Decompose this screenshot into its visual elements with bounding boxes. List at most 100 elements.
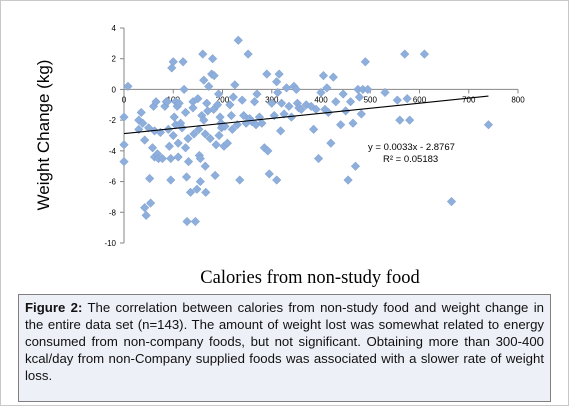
data-point-118 <box>276 98 287 108</box>
data-point-119 <box>279 109 289 119</box>
data-point-155 <box>392 95 402 105</box>
data-point-14 <box>147 143 158 153</box>
x-tick-label-2: 200 <box>216 95 230 104</box>
scatter-chart: -10-8-6-4-20240100200300400500600700800 … <box>5 5 565 295</box>
data-point-129 <box>306 101 316 111</box>
data-point-71 <box>205 133 215 144</box>
data-point-57 <box>194 124 204 135</box>
data-point-47 <box>182 216 192 227</box>
data-point-138 <box>326 138 336 148</box>
data-point-156 <box>395 115 405 125</box>
data-point-99 <box>243 49 253 59</box>
data-point-136 <box>322 83 332 93</box>
data-point-77 <box>211 140 221 150</box>
data-point-50 <box>185 187 196 197</box>
data-point-158 <box>402 93 412 104</box>
trendline-equation: y = 0.0033x - 2.8767 <box>368 142 455 153</box>
data-point-65 <box>200 129 210 139</box>
data-point-80 <box>214 130 224 141</box>
data-point-106 <box>257 118 267 128</box>
data-point-9 <box>140 203 150 213</box>
data-point-67 <box>201 187 211 197</box>
data-point-94 <box>233 35 243 45</box>
data-point-52 <box>188 103 198 113</box>
data-point-116 <box>274 69 284 79</box>
data-point-161 <box>446 196 457 207</box>
data-point-48 <box>183 133 193 144</box>
data-point-133 <box>316 87 326 98</box>
trendline <box>123 95 489 135</box>
data-point-90 <box>227 124 238 135</box>
data-point-112 <box>269 110 279 121</box>
data-point-141 <box>336 120 346 130</box>
data-point-1 <box>119 140 129 150</box>
data-point-154 <box>380 87 390 98</box>
data-point-108 <box>262 69 272 79</box>
data-point-68 <box>202 98 212 108</box>
trendline-r-squared: R² = 0.05183 <box>383 154 438 165</box>
caption-text: The correlation between calories from no… <box>25 300 544 383</box>
trend-layer <box>123 95 489 135</box>
data-point-53 <box>189 129 199 139</box>
data-point-5 <box>134 124 144 135</box>
data-point-95 <box>235 175 245 185</box>
data-point-4 <box>134 115 144 125</box>
x-tick-label-7: 700 <box>462 95 476 104</box>
data-point-89 <box>226 110 237 121</box>
data-point-59 <box>195 153 205 164</box>
x-tick-label-8: 800 <box>511 95 525 104</box>
data-point-21 <box>155 127 166 138</box>
data-point-115 <box>273 87 283 98</box>
data-point-150 <box>356 109 367 119</box>
data-point-144 <box>343 175 353 185</box>
data-point-78 <box>212 100 223 110</box>
data-point-102 <box>249 97 260 107</box>
data-point-124 <box>291 84 302 95</box>
data-point-63 <box>199 75 209 85</box>
data-point-37 <box>173 138 183 148</box>
data-point-117 <box>275 126 286 136</box>
data-point-43 <box>179 84 189 95</box>
data-point-49 <box>183 156 194 167</box>
y-tick-label-1: -8 <box>109 208 117 217</box>
data-point-110 <box>264 169 274 179</box>
data-point-109 <box>263 146 273 156</box>
data-point-76 <box>210 170 220 181</box>
data-point-32 <box>168 130 178 141</box>
data-point-27 <box>164 141 174 151</box>
data-point-130 <box>308 124 319 135</box>
data-point-38 <box>173 152 183 162</box>
x-tick-label-6: 600 <box>413 95 427 104</box>
data-point-13 <box>145 198 156 208</box>
data-point-162 <box>483 120 494 130</box>
scatter-chart-svg: -10-8-6-4-20240100200300400500600700800 … <box>34 24 525 288</box>
data-point-97 <box>239 110 249 121</box>
data-point-140 <box>331 97 341 107</box>
data-point-60 <box>195 176 205 187</box>
data-point-142 <box>338 89 348 99</box>
data-point-18 <box>151 97 161 107</box>
y-tick-label-4: -2 <box>109 116 117 125</box>
data-point-28 <box>166 153 176 164</box>
data-point-92 <box>230 80 240 90</box>
data-point-3 <box>123 81 133 92</box>
data-point-7 <box>138 118 148 128</box>
y-tick-label-7: 4 <box>112 24 117 33</box>
data-point-0 <box>119 112 129 122</box>
x-tick-label-0: 0 <box>122 95 127 104</box>
data-point-159 <box>404 115 415 125</box>
data-point-39 <box>174 98 184 108</box>
data-point-147 <box>350 161 361 171</box>
data-point-54 <box>190 216 201 227</box>
x-tick-label-4: 400 <box>314 95 328 104</box>
data-point-88 <box>225 100 235 110</box>
y-tick-label-5: 0 <box>112 85 117 94</box>
data-point-73 <box>207 54 218 64</box>
data-point-139 <box>328 72 338 82</box>
data-point-64 <box>199 115 209 125</box>
data-point-6 <box>136 107 146 118</box>
data-point-10 <box>141 210 151 221</box>
data-point-157 <box>400 49 410 59</box>
data-point-107 <box>259 143 270 153</box>
